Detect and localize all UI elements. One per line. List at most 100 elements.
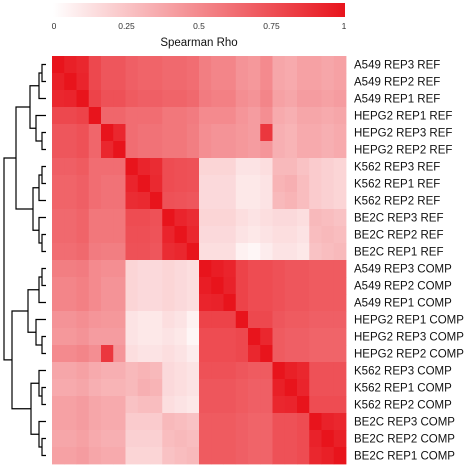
heatmap-cell xyxy=(284,192,298,210)
heatmap-cell xyxy=(248,447,261,465)
heatmap-cell xyxy=(309,311,322,329)
heatmap-cell xyxy=(199,90,212,108)
heatmap-cell xyxy=(235,90,249,108)
heatmap-cell xyxy=(162,328,175,346)
heatmap-cell xyxy=(174,90,188,108)
heatmap-cell xyxy=(162,311,175,329)
heatmap-cell xyxy=(272,73,286,91)
heatmap-cell xyxy=(223,430,237,448)
heatmap-cell xyxy=(297,447,310,465)
heatmap-cell xyxy=(260,277,273,295)
heatmap-cell xyxy=(150,158,163,176)
heatmap-cell xyxy=(150,294,163,312)
heatmap-cell xyxy=(52,141,65,159)
heatmap-cell xyxy=(199,124,212,142)
heatmap-cell xyxy=(260,396,273,414)
heatmap-cell xyxy=(211,277,224,295)
heatmap-cell xyxy=(101,328,114,346)
heatmap-cell xyxy=(88,260,102,278)
heatmap-cell xyxy=(223,56,237,74)
heatmap-cell xyxy=(64,56,77,74)
row-label: BE2C REP2 COMP xyxy=(354,434,455,446)
heatmap-cell xyxy=(64,226,77,244)
dendrogram-branch xyxy=(41,233,46,253)
heatmap-cell xyxy=(260,175,273,193)
heatmap-cell xyxy=(76,277,90,295)
heatmap-cell xyxy=(162,294,175,312)
heatmap-cell xyxy=(333,243,347,261)
heatmap-cell xyxy=(186,447,200,465)
heatmap-cell xyxy=(150,328,163,346)
heatmap-cell xyxy=(113,430,126,448)
heatmap-cell xyxy=(64,90,77,108)
heatmap-cell xyxy=(211,90,224,108)
heatmap-cell xyxy=(199,311,212,329)
heatmap-cell xyxy=(248,294,261,312)
heatmap-cell xyxy=(199,447,212,465)
heatmap-cell xyxy=(321,192,335,210)
row-label: BE2C REP2 REF xyxy=(354,230,443,242)
heatmap-cell xyxy=(235,447,249,465)
heatmap-cell xyxy=(52,192,65,210)
heatmap-cell xyxy=(223,447,237,465)
heatmap-cell xyxy=(113,311,126,329)
heatmap-cell xyxy=(321,141,335,159)
heatmap-cell xyxy=(211,447,224,465)
heatmap-cell xyxy=(113,175,126,193)
heatmap-cell xyxy=(88,277,102,295)
heatmap-cell xyxy=(211,141,224,159)
heatmap-cell xyxy=(113,396,126,414)
heatmap-cell xyxy=(309,345,322,363)
heatmap-cell xyxy=(321,345,335,363)
legend-tick-label: 1 xyxy=(342,21,347,31)
heatmap-cell xyxy=(186,73,200,91)
heatmap-cell xyxy=(199,209,212,227)
heatmap-cell xyxy=(76,362,90,380)
heatmap-cell xyxy=(272,294,286,312)
dendrogram-branch xyxy=(41,131,46,151)
heatmap-cell xyxy=(248,260,261,278)
heatmap-cell xyxy=(297,90,310,108)
heatmap-cell xyxy=(101,209,114,227)
row-label: HEPG2 REP3 COMP xyxy=(354,332,464,344)
heatmap-cell xyxy=(52,90,65,108)
heatmap-cell xyxy=(321,379,335,397)
heatmap-cell xyxy=(88,243,102,261)
heatmap-cell xyxy=(199,243,212,261)
heatmap-cell xyxy=(272,277,286,295)
heatmap-cell xyxy=(162,226,175,244)
heatmap-cell xyxy=(186,158,200,176)
heatmap-cell xyxy=(186,209,200,227)
heatmap-cell xyxy=(76,90,90,108)
heatmap-cell xyxy=(64,141,77,159)
heatmap-cell xyxy=(223,192,237,210)
heatmap-cell xyxy=(284,379,298,397)
heatmap-cell xyxy=(223,277,237,295)
dendrogram-branch xyxy=(41,335,46,355)
heatmap-cell xyxy=(186,362,200,380)
heatmap-cell xyxy=(248,209,261,227)
heatmap-cell xyxy=(52,124,65,142)
heatmap-cell xyxy=(76,124,90,142)
heatmap-cell xyxy=(162,192,175,210)
heatmap-cell xyxy=(137,413,151,431)
row-label: BE2C REP3 REF xyxy=(354,213,443,225)
heatmap-cell xyxy=(101,192,114,210)
heatmap-cell xyxy=(248,107,261,125)
heatmap-cell xyxy=(297,192,310,210)
heatmap-cell xyxy=(174,141,188,159)
heatmap-cell xyxy=(260,430,273,448)
heatmap-cell xyxy=(260,447,273,465)
heatmap-cell xyxy=(235,107,249,125)
heatmap-cell xyxy=(309,107,322,125)
heatmap-cell xyxy=(137,124,151,142)
heatmap-cell xyxy=(162,345,175,363)
heatmap-cell xyxy=(186,90,200,108)
heatmap-cell xyxy=(150,345,163,363)
heatmap-cell xyxy=(297,362,310,380)
heatmap-cell xyxy=(186,260,200,278)
heatmap-cell xyxy=(333,447,347,465)
heatmap-cell xyxy=(248,124,261,142)
heatmap-cell xyxy=(125,124,139,142)
heatmap-cell xyxy=(186,294,200,312)
